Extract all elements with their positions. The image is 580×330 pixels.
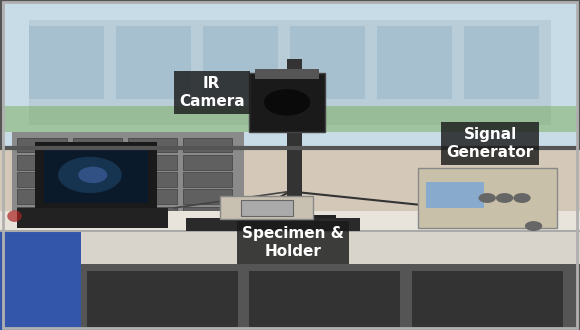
Bar [29, 26, 104, 99]
Bar [183, 189, 232, 204]
Bar [0, 106, 580, 132]
Bar [17, 189, 67, 204]
Bar [0, 0, 580, 148]
Bar [220, 196, 313, 219]
Bar [87, 271, 238, 327]
Bar [72, 207, 122, 221]
Bar [17, 208, 168, 228]
Bar [35, 142, 157, 208]
Bar [128, 155, 177, 170]
Bar [17, 172, 67, 187]
Bar [464, 26, 539, 99]
Ellipse shape [7, 211, 22, 222]
Bar [17, 138, 67, 152]
Circle shape [264, 89, 310, 116]
Bar [29, 20, 551, 125]
Bar [255, 69, 319, 79]
Bar [17, 207, 67, 221]
Bar [290, 26, 365, 99]
Bar [44, 148, 148, 203]
Bar [0, 224, 580, 330]
Bar [418, 168, 557, 228]
Bar [183, 207, 232, 221]
Bar [12, 132, 244, 224]
Bar [0, 231, 81, 330]
Bar [241, 200, 293, 216]
Bar [249, 271, 400, 327]
Bar [183, 138, 232, 152]
Bar [128, 138, 177, 152]
Bar [183, 172, 232, 187]
Bar [116, 26, 191, 99]
Circle shape [478, 193, 496, 203]
Circle shape [58, 157, 122, 193]
Bar [72, 172, 122, 187]
Bar [186, 218, 360, 231]
Bar [17, 155, 67, 170]
Bar [287, 59, 302, 231]
Bar [249, 73, 325, 132]
Bar [412, 271, 563, 327]
Text: IR
Camera: IR Camera [179, 76, 245, 109]
Bar [81, 264, 580, 330]
Circle shape [513, 193, 531, 203]
Bar [128, 172, 177, 187]
Bar [128, 189, 177, 204]
Bar [72, 155, 122, 170]
Text: Specimen &
Holder: Specimen & Holder [242, 226, 344, 259]
Bar [377, 26, 452, 99]
Bar [128, 207, 177, 221]
Bar [426, 182, 484, 208]
Circle shape [525, 221, 542, 231]
Text: Signal
Generator: Signal Generator [447, 127, 534, 160]
Bar [72, 189, 122, 204]
Bar [183, 155, 232, 170]
Bar [255, 214, 336, 231]
Bar [261, 79, 313, 86]
Bar [0, 211, 580, 231]
Bar [203, 26, 278, 99]
Circle shape [78, 167, 107, 183]
Circle shape [496, 193, 513, 203]
Bar [72, 138, 122, 152]
